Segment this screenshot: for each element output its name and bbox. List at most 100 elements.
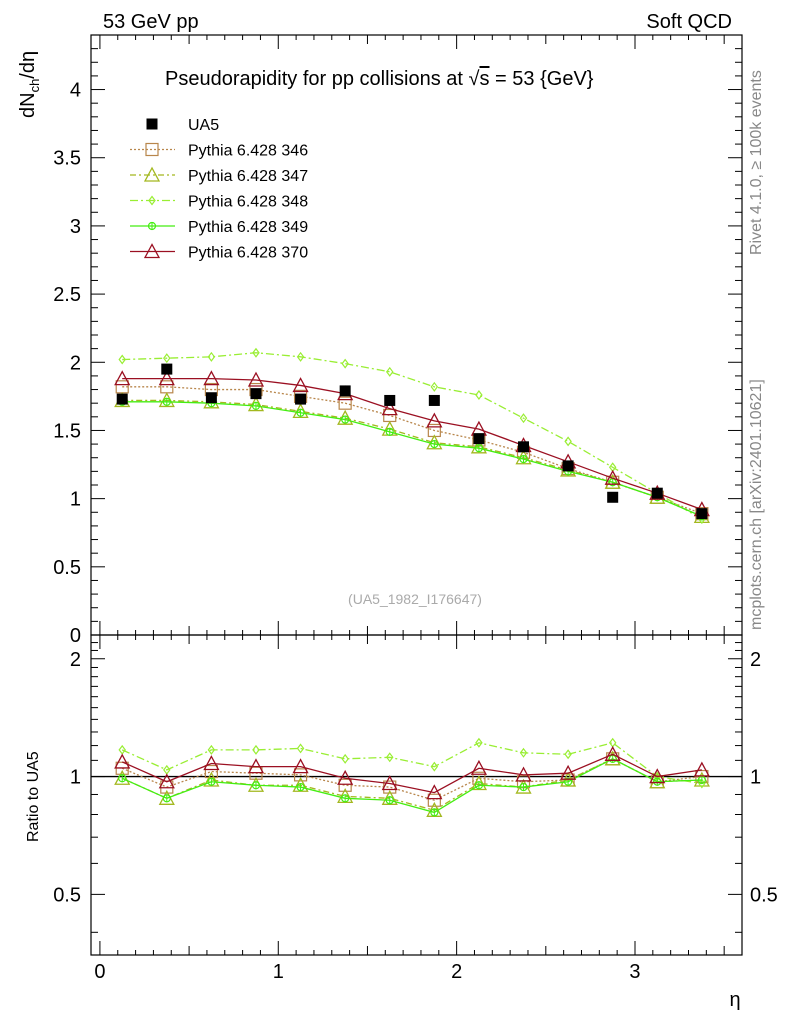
ratio-point [341,753,349,764]
legend-marker [143,166,161,182]
ratio-point [474,781,484,790]
ratio-point [296,743,305,754]
ratio-point [292,758,309,774]
ratio-line [121,758,702,814]
ratio-y-tick-label-right: 2 [750,649,761,671]
ratio-line [121,742,702,785]
series-point [341,415,350,424]
ratio-y-tick-label-left: 2 [70,649,81,671]
ratio-point [426,784,443,800]
legend-entry: Pythia 6.428 347 [130,166,308,185]
x-tick-label: 1 [273,961,284,983]
ua5-data-point [250,388,262,400]
series-line [122,401,703,517]
series-point [604,469,621,485]
ratio-point [475,737,483,748]
ratio-point [296,782,305,792]
ratio-y-tick-label-right: 0.5 [750,884,778,906]
ratio-point [515,766,532,782]
legend-entry: Pythia 6.428 370 [130,243,308,262]
legend-marker [147,221,157,231]
ratio-point [337,769,354,785]
left-header-label: 53 GeV pp [103,11,199,33]
series-point [519,454,528,464]
ratio-point [341,794,350,803]
mcplots-label: mcplots.cern.ch [arXiv:2401.10621] [748,379,765,630]
y-tick-label: 0 [70,625,81,647]
legend-entry-ua5: UA5 [146,117,219,134]
series-point [251,401,261,411]
y-tick-label: 2 [70,352,81,374]
legend-marker [146,118,158,130]
rivet-version-label: Rivet 4.1.0, ≥ 100k events [748,70,765,255]
series-layer [114,347,710,817]
axes-layer: 0 1 2 3 0 0.5 1 1.5 2 2.5 3 3.5 4 0.5 0.5 1 1 2 2 [53,34,778,983]
ratio-point [207,744,216,755]
ratio-point [162,794,171,803]
right-header-label: Soft QCD [646,11,732,33]
x-tick-label: 0 [94,961,105,983]
ratio-point [608,754,617,763]
series-point [162,397,171,406]
series-point [385,366,394,377]
ua5-data-point [518,441,530,453]
ratio-point [204,764,218,779]
data-points-layer [116,363,708,520]
series-point [114,370,131,386]
y-axis-label-main: dNch/dη [17,51,42,118]
ratio-y-tick-label-left: 1 [70,767,81,789]
series-point [430,439,439,449]
ua5-data-point [428,394,440,406]
title-suffix: = 53 {GeV} [489,68,593,90]
x-tick-label: 3 [629,961,640,983]
ua5-data-point [161,363,173,375]
ratio-point [114,753,131,769]
series-point [341,358,349,369]
ratio-point [698,778,706,789]
ratio-line [121,753,702,794]
legend-marker [145,142,159,157]
ratio-point [653,777,662,786]
ratio-point [519,782,528,792]
ratio-point [118,774,127,783]
ua5-data-point [384,394,396,406]
series-point [564,436,572,447]
y-tick-label: 1 [70,489,81,511]
ratio-point [203,755,220,771]
series-point [118,354,126,365]
legend-marker [143,243,161,259]
legend-entry: Pythia 6.428 348 [130,194,308,211]
ratio-point [693,761,710,777]
series-point [158,370,175,386]
ratio-point [385,796,394,805]
title-s: s [479,68,489,90]
legend: UA5 Pythia 6.428 346 Pythia 6.428 347 Pythi… [130,117,308,262]
ua5-data-point [651,487,663,499]
series-point [385,427,394,436]
y-tick-label: 0.5 [53,557,81,579]
ua5-data-point [696,508,708,520]
ratio-point [427,793,441,807]
series-point [338,396,352,410]
legend-label: Pythia 6.428 346 [188,143,308,160]
series-point [296,351,305,362]
legend-label: Pythia 6.428 370 [188,245,308,262]
y-label-base: dN [17,92,39,118]
y-label-sub: ch [27,79,42,93]
legend-label: Pythia 6.428 349 [188,219,308,236]
legend-marker [148,195,156,206]
ratio-y-tick-label-left: 0.5 [53,884,81,906]
x-axis-label: η [729,989,740,1011]
series-point [381,400,398,416]
legend-entry: Pythia 6.428 349 [130,219,308,236]
series-pythia-6-428-370 [114,370,710,800]
ratio-point [203,771,220,787]
ratio-point [649,768,666,784]
ratio-point [470,775,488,791]
ratio-point [604,745,621,761]
series-point [383,408,397,423]
ua5-data-point [562,460,574,472]
series-point [519,413,528,424]
ratio-point [247,758,265,774]
